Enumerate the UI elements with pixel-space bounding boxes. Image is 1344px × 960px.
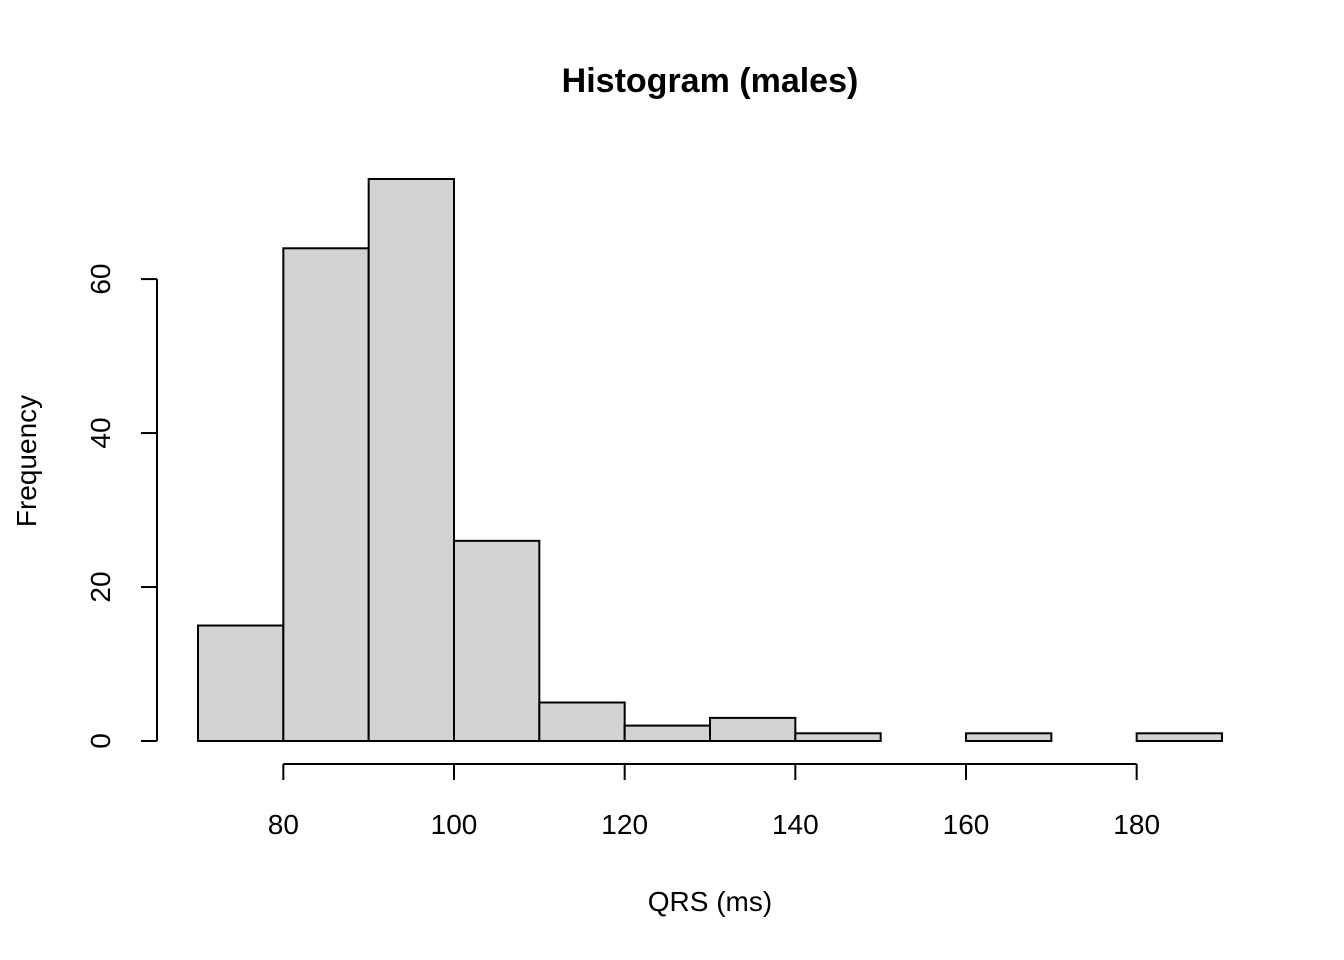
y-tick-label: 40	[85, 417, 116, 448]
histogram-bar	[965, 732, 1053, 743]
y-tick-label: 20	[85, 571, 116, 602]
x-axis-label: QRS (ms)	[648, 886, 772, 917]
histogram-bar	[282, 247, 370, 743]
histogram-bar	[367, 178, 455, 742]
histogram-bar	[794, 732, 882, 743]
bars-group	[197, 178, 1223, 743]
chart-title: Histogram (males)	[562, 62, 859, 100]
x-tick-label: 140	[772, 809, 819, 840]
y-axis: 0 20 40 60	[85, 264, 158, 749]
y-tick-label: 0	[85, 733, 116, 749]
x-tick-label: 100	[431, 809, 478, 840]
histogram-bar	[1135, 732, 1223, 743]
histogram-bar	[709, 716, 797, 743]
x-tick-label: 180	[1113, 809, 1160, 840]
histogram-bar	[197, 624, 285, 743]
x-tick-label: 160	[943, 809, 990, 840]
y-tick-label: 60	[85, 264, 116, 295]
histogram-bar	[623, 724, 712, 742]
histogram-bar	[538, 701, 626, 742]
x-axis: 80 100 120 140 160 180	[268, 763, 1160, 840]
x-tick-label: 80	[268, 809, 299, 840]
x-tick-label: 120	[601, 809, 648, 840]
y-axis-label: Frequency	[11, 395, 42, 527]
histogram-bar	[453, 539, 541, 743]
